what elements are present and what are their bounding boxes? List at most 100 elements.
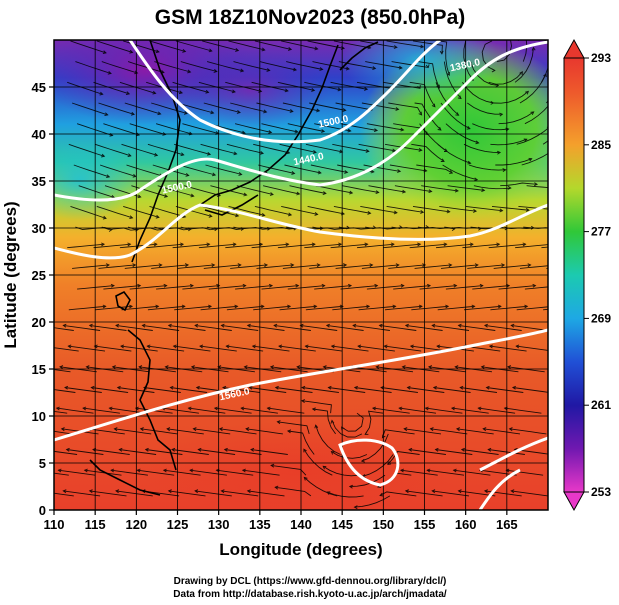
cold-region-east: [170, 50, 330, 130]
streamline: [412, 40, 443, 54]
streamline-arrowhead: [120, 344, 125, 349]
streamline-arrowhead: [59, 365, 64, 369]
streamline: [361, 433, 389, 462]
streamline-arrowhead: [290, 263, 295, 268]
streamline-arrowhead: [455, 112, 460, 116]
streamline: [504, 407, 542, 414]
streamline-arrowhead: [146, 344, 151, 349]
streamline: [58, 469, 96, 476]
streamline: [92, 449, 130, 455]
streamline-arrowhead: [316, 108, 321, 113]
streamline-arrowhead: [285, 242, 290, 247]
streamline-arrowhead: [348, 484, 353, 489]
streamline: [341, 412, 364, 432]
cool-region-north: [340, 40, 500, 100]
streamline-arrowhead: [208, 48, 213, 53]
streamline: [247, 490, 285, 497]
streamline: [300, 324, 338, 331]
streamline: [252, 345, 290, 352]
streamline-arrowhead: [399, 468, 405, 473]
streamline-arrowhead: [155, 49, 160, 54]
streamline-arrowhead: [338, 242, 343, 247]
streamline-arrowhead: [270, 463, 275, 468]
streamline-arrowhead: [154, 152, 159, 157]
streamline: [456, 428, 494, 435]
streamline: [115, 324, 153, 331]
streamline-arrowhead: [206, 151, 212, 156]
streamline-arrowhead: [115, 323, 120, 328]
streamline: [287, 430, 315, 455]
streamline-arrowhead: [135, 132, 140, 137]
streamline-arrowhead: [471, 304, 476, 309]
streamline-arrowhead: [246, 489, 251, 494]
streamline-arrowhead: [522, 242, 527, 247]
streamline: [103, 285, 141, 290]
streamline-arrowhead: [243, 192, 248, 197]
streamline-arrowhead: [134, 70, 139, 75]
streamline: [342, 185, 379, 193]
streamline-arrowhead: [237, 263, 242, 268]
streamline: [451, 407, 489, 414]
streamline-arrowhead: [110, 468, 115, 473]
streamline: [332, 143, 369, 152]
streamline: [68, 345, 106, 352]
streamline: [435, 449, 473, 455]
x-tick-label: 155: [414, 517, 436, 532]
streamline: [157, 185, 194, 197]
streamline: [435, 82, 459, 116]
streamline: [54, 450, 78, 455]
streamline: [234, 123, 272, 133]
streamline: [124, 102, 161, 115]
streamline: [96, 40, 133, 53]
streamline-arrowhead: [264, 263, 269, 268]
streamline-arrowhead: [197, 447, 202, 452]
streamline-arrowhead: [392, 148, 397, 153]
streamline-arrowhead: [364, 431, 369, 435]
streamline: [515, 244, 548, 249]
streamline: [89, 324, 127, 331]
streamline: [230, 102, 267, 113]
streamline-arrowhead: [510, 323, 515, 328]
streamline-arrowhead: [245, 427, 250, 432]
streamline: [399, 407, 437, 414]
streamline-arrowhead: [502, 168, 507, 172]
streamline-arrowhead: [424, 406, 429, 411]
streamline-arrowhead: [40, 448, 43, 451]
colorbar-tick-label: 269: [591, 311, 611, 325]
streamline-arrowhead: [524, 304, 529, 309]
streamline-arrowhead: [110, 283, 115, 288]
streamline-arrowhead: [312, 150, 317, 154]
streamline: [180, 61, 217, 72]
streamline: [302, 387, 339, 393]
streamline: [195, 490, 232, 497]
streamline: [56, 407, 94, 414]
streamline-arrowhead: [39, 386, 42, 389]
streamline: [66, 449, 104, 455]
streamline-arrowhead: [152, 90, 157, 95]
y-tick-label: 30: [32, 221, 46, 236]
x-axis-label: Longitude (degrees): [219, 540, 382, 559]
streamline-arrowhead: [528, 157, 533, 162]
streamline-arrowhead: [238, 172, 243, 176]
streamline-arrowhead: [235, 213, 240, 218]
streamline: [202, 40, 239, 51]
streamline: [389, 164, 427, 172]
streamline: [384, 345, 422, 352]
streamline-arrowhead: [532, 283, 537, 288]
streamline-arrowhead: [67, 344, 72, 349]
y-tick-label: 10: [32, 409, 46, 424]
streamline-arrowhead: [452, 468, 457, 473]
streamline: [103, 123, 140, 136]
streamline-arrowhead: [62, 489, 67, 494]
streamline: [170, 387, 208, 393]
streamline-arrowhead: [364, 87, 369, 91]
streamline: [190, 469, 227, 476]
streamline: [432, 490, 470, 497]
streamline: [281, 40, 318, 50]
streamline-arrowhead: [220, 489, 225, 494]
streamline-arrowhead: [483, 489, 488, 494]
streamline: [387, 451, 420, 465]
streamline: [493, 91, 529, 104]
streamline-arrowhead: [222, 385, 227, 390]
